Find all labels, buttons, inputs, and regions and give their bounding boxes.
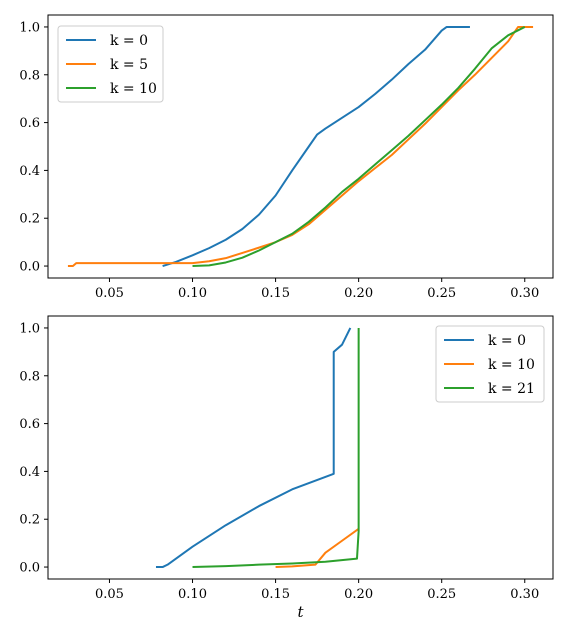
legend-label: k = 21 (488, 381, 535, 397)
y-tick-label: 0.4 (19, 164, 40, 179)
y-tick-label: 0.6 (19, 417, 40, 432)
series-line-k-10 (192, 26, 526, 268)
y-tick-label: 0.2 (19, 513, 40, 528)
series-line-k-5 (67, 25, 534, 268)
legend: k = 0 k = 5 k = 10 (57, 25, 164, 103)
legend: k = 0 k = 10 k = 21 (435, 325, 545, 403)
series-line-k-10 (275, 527, 360, 569)
x-tick-label: 0.10 (178, 587, 207, 602)
x-tick-label: 0.30 (510, 587, 539, 602)
y-tick-label: 0.4 (19, 465, 40, 480)
x-tick-label: 0.30 (510, 286, 539, 301)
legend-label: k = 5 (110, 57, 148, 73)
x-axis-label: t (297, 603, 304, 621)
x-tick-label: 0.15 (261, 587, 290, 602)
legend-label: k = 0 (488, 333, 526, 349)
top-panel: 0.05 0.10 0.15 0.20 0.25 0.30 0.0 0.2 0.4 0.6 0.8 1… (19, 14, 554, 301)
x-tick-label: 0.20 (344, 286, 373, 301)
x-tick-label: 0.25 (427, 587, 456, 602)
y-tick-label: 0.0 (19, 561, 40, 576)
x-tick-label: 0.05 (95, 286, 124, 301)
plot-frame (47, 315, 554, 580)
series-line-k-0 (162, 25, 470, 268)
legend-label: k = 10 (488, 357, 535, 373)
series-line-k-21 (192, 327, 360, 569)
x-tick-label: 0.20 (344, 587, 373, 602)
legend-label: k = 10 (110, 81, 157, 97)
x-tick-label: 0.25 (427, 286, 456, 301)
y-tick-label: 0.0 (19, 260, 40, 275)
x-tick-label: 0.05 (95, 587, 124, 602)
y-tick-label: 0.8 (19, 369, 40, 384)
y-tick-label: 0.2 (19, 212, 40, 227)
series-line-k-0 (155, 327, 352, 569)
y-tick-label: 1.0 (19, 321, 40, 336)
legend-label: k = 0 (110, 33, 148, 49)
x-tick-label: 0.15 (261, 286, 290, 301)
y-tick-label: 1.0 (19, 20, 40, 35)
y-tick-label: 0.6 (19, 116, 40, 131)
plot-frame (47, 14, 554, 279)
y-tick-label: 0.8 (19, 68, 40, 83)
legend-box (57, 25, 164, 103)
bottom-panel: 0.05 0.10 0.15 0.20 0.25 0.30 0.0 0.2 0.4 0.6 0.8 1… (19, 315, 554, 621)
x-tick-label: 0.10 (178, 286, 207, 301)
legend-box (435, 325, 545, 403)
